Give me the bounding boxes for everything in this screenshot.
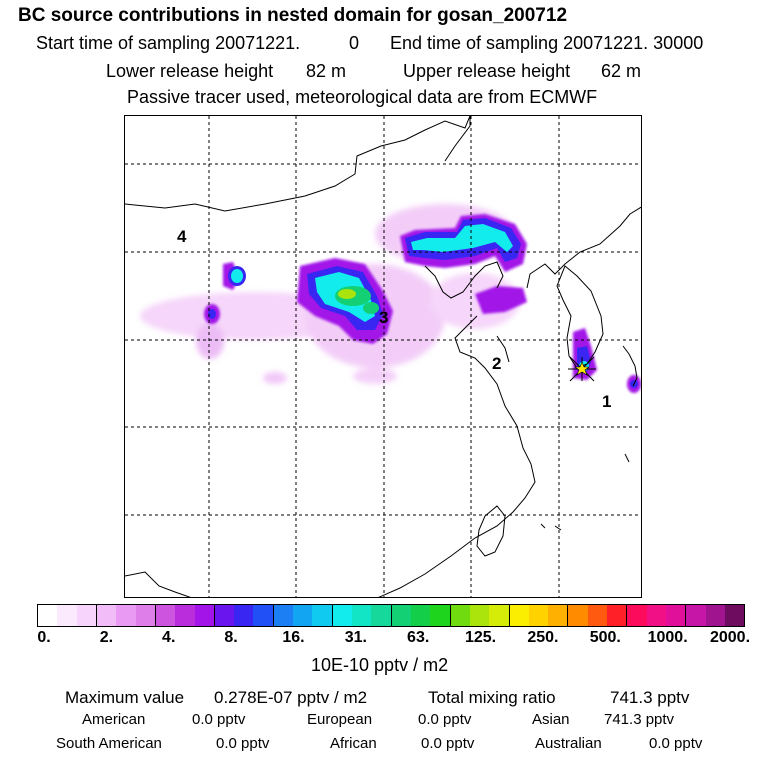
colorbar-cell [234,605,254,626]
region-american-name: American [82,711,146,728]
coast-china [378,315,536,597]
colorbar-tick-label: 125. [464,629,497,646]
region-european-name: European [307,711,373,728]
colorbar-cell [430,605,451,626]
colorbar-unit: 10E-10 pptv / m2 [311,655,449,675]
upper-release-label: Upper release height [403,61,571,81]
colorbar-cell [509,605,529,626]
colorbar-cell [253,605,274,626]
lower-release-value: 82 m [306,61,347,81]
colorbar-tick-label: 500. [589,629,621,646]
start-time-value: 0 [349,33,360,53]
region-american-value: 0.0 pptv [192,711,246,728]
island-2 [554,525,562,531]
border-northeast [444,116,471,162]
island-3 [540,523,546,529]
colorbar-tick-label: 31. [344,629,367,646]
region-australian-value: 0.0 pptv [649,735,703,752]
max-value: 0.278E-07 pptv / m2 [214,688,368,707]
colorbar-cell [273,605,294,626]
colorbar-cell [332,605,352,626]
total-mixing-value: 741.3 pptv [610,688,690,707]
colorbar-cell [607,605,628,626]
colorbar-cell [686,605,706,626]
colorbar-cell [194,605,215,626]
region-asian-value: 741.3 pptv [604,711,675,728]
colorbar-cell [352,605,372,626]
colorbar-cell [469,605,490,626]
tracer-note: Passive tracer used, meteorological data… [127,87,598,107]
colorbar-cell [371,605,392,626]
region-label-3: 3 [379,308,389,327]
footprint-map: 1 2 3 4 [124,115,642,598]
upper-release-value: 62 m [601,61,642,81]
concentration-field [140,204,641,393]
border-korea-north [526,206,641,289]
colorbar-cell [489,605,510,626]
island-1 [624,453,630,463]
colorbar-tick-label: 63. [407,629,430,646]
colorbar-tick-label: 0. [37,629,51,646]
colorbar-tick-label: 2. [99,629,114,646]
receptor-star-icon [568,356,596,382]
colorbar-cell [587,605,608,626]
colorbar-cell [135,605,156,626]
start-time-label: Start time of sampling 20071221. [36,33,301,53]
colorbar-cell [528,605,549,626]
border-north [125,116,471,212]
colorbar-tick-label: 250. [527,629,559,646]
region-label-4: 4 [177,227,187,246]
colorbar-cell [293,605,313,626]
plot-title: BC source contributions in nested domain… [18,5,568,26]
coast-bohai [424,261,504,299]
colorbar-cell [214,605,235,626]
coast-southwest [125,571,191,597]
region-european-value: 0.0 pptv [418,711,472,728]
colorbar-cell [116,605,136,626]
colorbar-tick-label: 2000. [709,629,751,646]
map-canvas [125,116,641,597]
colorbar-tick-label: 8. [224,629,238,646]
colorbar-cell [410,605,431,626]
colorbar-cell [627,605,647,626]
colorbar-cell [724,605,745,626]
colorbar-cell [175,605,195,626]
region-african-name: African [330,735,377,752]
colorbar-cell [450,605,470,626]
region-label-2: 2 [492,354,502,373]
total-mixing-label: Total mixing ratio [428,688,556,707]
colorbar-cell [57,605,77,626]
coast-taiwan [476,505,506,557]
coastlines [125,116,641,597]
colorbar-cell [568,605,588,626]
region-label-1: 1 [602,392,612,411]
colorbar [37,604,745,627]
colorbar-cell [391,605,411,626]
colorbar-cell [548,605,569,626]
colorbar-cell [646,605,666,626]
max-value-label: Maximum value [65,688,185,707]
graticule [125,116,641,597]
colorbar-cell [155,605,176,626]
colorbar-cell [96,605,117,626]
colorbar-cell [76,605,97,626]
end-time-label: End time of sampling 20071221. 30000 [390,33,704,53]
colorbar-cell [705,605,725,626]
colorbar-cell [312,605,333,626]
region-australian-name: Australian [535,735,602,752]
region-asian-name: Asian [532,711,570,728]
coast-japan [622,345,638,387]
region-african-value: 0.0 pptv [421,735,475,752]
colorbar-tick-label: 16. [282,629,305,646]
region-south-american-value: 0.0 pptv [216,735,270,752]
colorbar-tick-label: 4. [162,629,176,646]
lower-release-label: Lower release height [106,61,274,81]
colorbar-tick-label: 1000. [647,629,688,646]
colorbar-cell [38,605,58,626]
region-south-american-name: South American [56,735,162,752]
colorbar-cell [666,605,687,626]
